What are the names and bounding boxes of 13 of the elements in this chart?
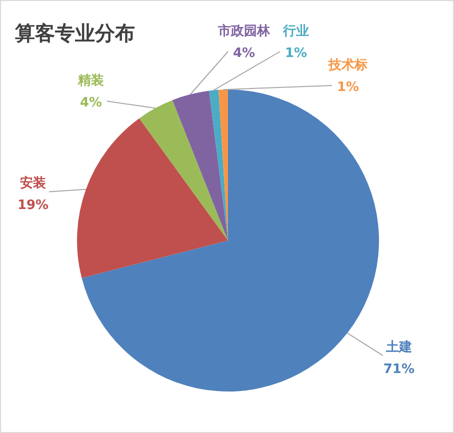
slice-label: 土建: [384, 340, 412, 355]
data-label: 19%: [17, 198, 49, 214]
chart-title: 算客专业分布: [14, 21, 135, 46]
data-label: 1%: [284, 46, 308, 61]
slice-label: 技术标: [328, 58, 368, 73]
slice-label: 精装: [76, 74, 104, 88]
slice-label: 行业: [282, 24, 309, 39]
data-label: 71%: [383, 362, 414, 377]
data-label: 4%: [232, 46, 256, 61]
slice-label: 市政园林: [217, 22, 271, 39]
slice-label: 安装: [20, 175, 46, 192]
data-label: 1%: [336, 80, 360, 95]
data-label: 4%: [80, 96, 102, 110]
